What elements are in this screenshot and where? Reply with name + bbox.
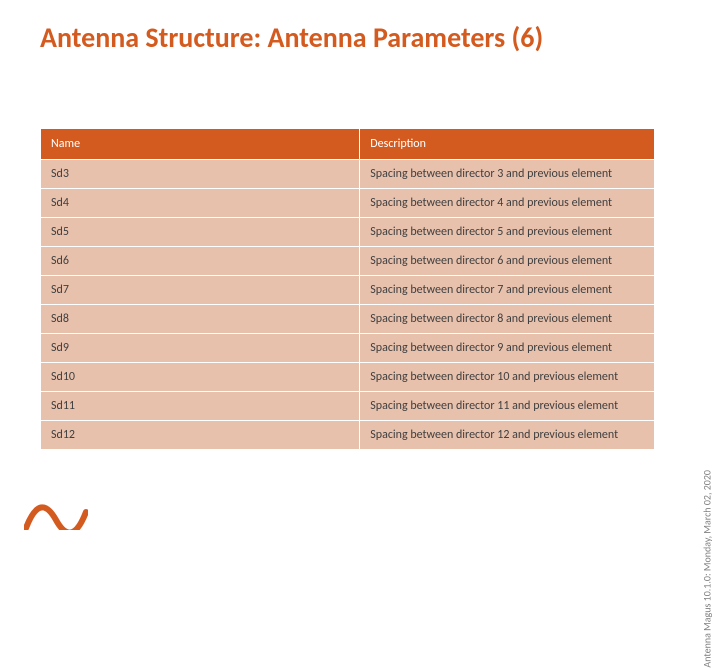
cell-param-name: Sd8 bbox=[41, 305, 360, 334]
brand-logo-icon bbox=[24, 490, 88, 530]
table-row: Sd8Spacing between director 8 and previo… bbox=[41, 305, 655, 334]
cell-param-description: Spacing between director 8 and previous … bbox=[360, 305, 655, 334]
col-description-header: Description bbox=[360, 129, 655, 160]
cell-param-name: Sd3 bbox=[41, 160, 360, 189]
cell-param-name: Sd10 bbox=[41, 363, 360, 392]
cell-param-description: Spacing between director 12 and previous… bbox=[360, 421, 655, 450]
col-name-header: Name bbox=[41, 129, 360, 160]
table-row: Sd11Spacing between director 11 and prev… bbox=[41, 392, 655, 421]
cell-param-name: Sd6 bbox=[41, 247, 360, 276]
table-row: Sd4Spacing between director 4 and previo… bbox=[41, 189, 655, 218]
cell-param-name: Sd12 bbox=[41, 421, 360, 450]
cell-param-description: Spacing between director 7 and previous … bbox=[360, 276, 655, 305]
cell-param-description: Spacing between director 9 and previous … bbox=[360, 334, 655, 363]
cell-param-description: Spacing between director 11 and previous… bbox=[360, 392, 655, 421]
cell-param-name: Sd5 bbox=[41, 218, 360, 247]
table-row: Sd9Spacing between director 9 and previo… bbox=[41, 334, 655, 363]
cell-param-name: Sd11 bbox=[41, 392, 360, 421]
cell-param-description: Spacing between director 3 and previous … bbox=[360, 160, 655, 189]
page-title: Antenna Structure: Antenna Parameters (6… bbox=[40, 22, 660, 54]
table-row: Sd10Spacing between director 10 and prev… bbox=[41, 363, 655, 392]
cell-param-name: Sd7 bbox=[41, 276, 360, 305]
table-row: Sd3Spacing between director 3 and previo… bbox=[41, 160, 655, 189]
cell-param-name: Sd9 bbox=[41, 334, 360, 363]
table-row: Sd5Spacing between director 5 and previo… bbox=[41, 218, 655, 247]
cell-param-name: Sd4 bbox=[41, 189, 360, 218]
table-header-row: Name Description bbox=[41, 129, 655, 160]
table-row: Sd12Spacing between director 12 and prev… bbox=[41, 421, 655, 450]
cell-param-description: Spacing between director 4 and previous … bbox=[360, 189, 655, 218]
parameter-table-container: Name Description Sd3Spacing between dire… bbox=[40, 128, 655, 450]
cell-param-description: Spacing between director 5 and previous … bbox=[360, 218, 655, 247]
cell-param-description: Spacing between director 10 and previous… bbox=[360, 363, 655, 392]
parameter-table: Name Description Sd3Spacing between dire… bbox=[40, 128, 655, 450]
table-row: Sd7Spacing between director 7 and previo… bbox=[41, 276, 655, 305]
table-row: Sd6Spacing between director 6 and previo… bbox=[41, 247, 655, 276]
version-date-note: Antenna Magus 10.1.0: Monday, March 02, … bbox=[701, 470, 714, 668]
cell-param-description: Spacing between director 6 and previous … bbox=[360, 247, 655, 276]
